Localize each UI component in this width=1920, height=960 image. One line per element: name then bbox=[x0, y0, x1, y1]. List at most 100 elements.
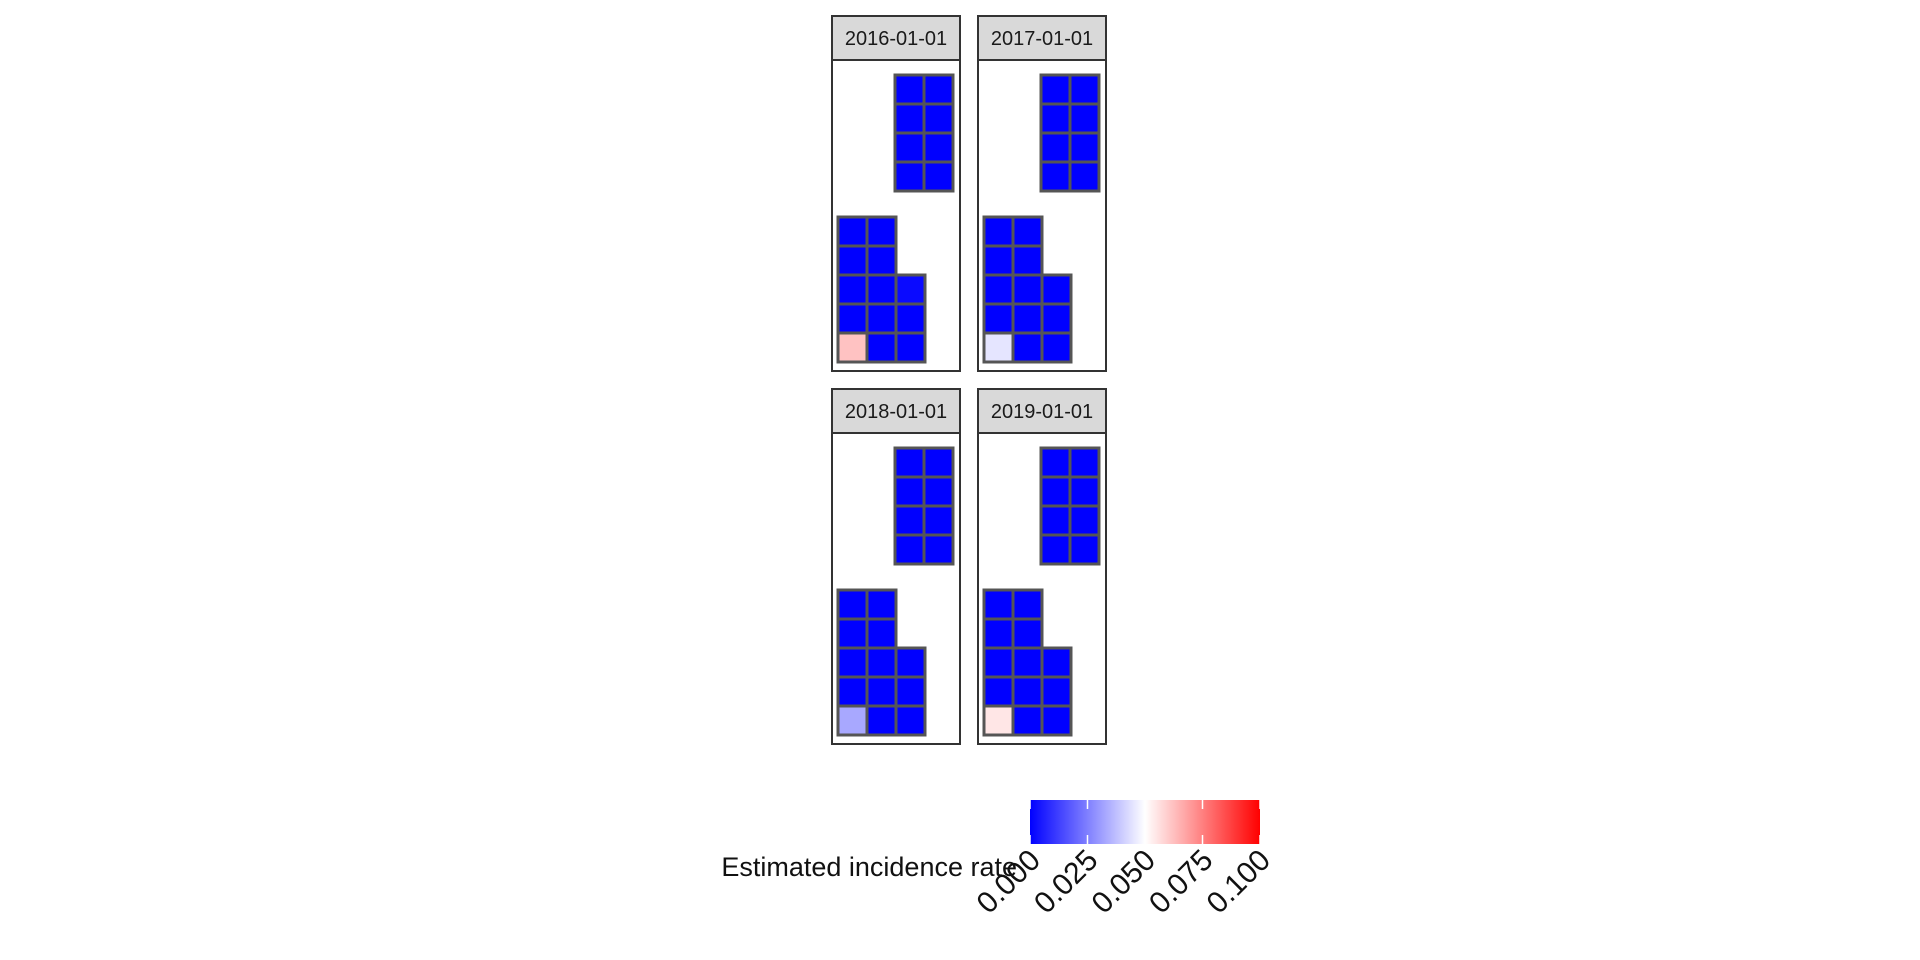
facet-strip bbox=[831, 15, 961, 61]
heatmap-tile-top bbox=[1039, 73, 1072, 106]
heatmap-tile-top bbox=[1068, 131, 1101, 164]
heatmap-tile-top bbox=[1039, 504, 1072, 537]
heatmap-tile-bottom bbox=[1011, 331, 1044, 364]
heatmap-tile-top bbox=[893, 73, 926, 106]
heatmap-tile-top bbox=[893, 533, 926, 566]
heatmap-tile-bottom bbox=[894, 675, 927, 708]
heatmap-tile-top bbox=[893, 446, 926, 479]
heatmap-tile-bottom bbox=[836, 704, 869, 737]
heatmap-tile-bottom bbox=[982, 646, 1015, 679]
heatmap-tile-bottom bbox=[1011, 704, 1044, 737]
legend-title: Estimated incidence rate bbox=[721, 852, 1017, 882]
heatmap-tile-bottom bbox=[982, 302, 1015, 335]
heatmap-tile-top bbox=[893, 131, 926, 164]
colorbar-tick-label: 0.100 bbox=[1201, 844, 1277, 920]
heatmap-tile-top bbox=[1039, 102, 1072, 135]
heatmap-tile-bottom bbox=[982, 675, 1015, 708]
heatmap-tile-bottom bbox=[1011, 675, 1044, 708]
heatmap-tile-bottom bbox=[1011, 617, 1044, 650]
heatmap-tile-top bbox=[1068, 102, 1101, 135]
colorbar-tick-label: 0.025 bbox=[1028, 844, 1104, 920]
heatmap-tile-bottom bbox=[836, 646, 869, 679]
heatmap-tile-top bbox=[922, 533, 955, 566]
heatmap-tile-bottom bbox=[865, 331, 898, 364]
facet-strip-label: 2016-01-01 bbox=[845, 28, 947, 50]
heatmap-tile-bottom bbox=[865, 675, 898, 708]
heatmap-tile-bottom bbox=[865, 215, 898, 248]
heatmap-tile-bottom bbox=[836, 675, 869, 708]
heatmap-tile-bottom bbox=[1040, 273, 1073, 306]
heatmap-tile-bottom bbox=[865, 302, 898, 335]
heatmap-tile-bottom bbox=[894, 331, 927, 364]
heatmap-tile-top bbox=[1068, 160, 1101, 193]
colorbar-legend: Estimated incidence rate 0.0000.0250.050… bbox=[721, 800, 1277, 920]
heatmap-tile-bottom bbox=[865, 646, 898, 679]
heatmap-tile-bottom bbox=[865, 617, 898, 650]
heatmap-tile-top bbox=[1068, 475, 1101, 508]
heatmap-tile-top bbox=[1068, 73, 1101, 106]
heatmap-tile-bottom bbox=[836, 244, 869, 277]
heatmap-tile-bottom bbox=[894, 273, 927, 306]
heatmap-tile-bottom bbox=[865, 273, 898, 306]
heatmap-tile-bottom bbox=[894, 302, 927, 335]
heatmap-tile-bottom bbox=[865, 704, 898, 737]
facet-panel: 2017-01-01 bbox=[977, 15, 1107, 372]
heatmap-tile-top bbox=[1068, 446, 1101, 479]
heatmap-tile-bottom bbox=[1011, 302, 1044, 335]
heatmap-tile-bottom bbox=[982, 215, 1015, 248]
heatmap-tile-bottom bbox=[836, 302, 869, 335]
heatmap-tile-top bbox=[1039, 533, 1072, 566]
heatmap-tile-bottom bbox=[1040, 646, 1073, 679]
heatmap-tile-bottom bbox=[1040, 675, 1073, 708]
heatmap-tile-top bbox=[1039, 446, 1072, 479]
heatmap-tile-top bbox=[1039, 160, 1072, 193]
heatmap-tile-bottom bbox=[1011, 646, 1044, 679]
heatmap-tile-top bbox=[893, 102, 926, 135]
heatmap-tile-bottom bbox=[1011, 273, 1044, 306]
heatmap-tile-top bbox=[893, 475, 926, 508]
heatmap-tile-bottom bbox=[982, 617, 1015, 650]
heatmap-tile-top bbox=[922, 475, 955, 508]
heatmap-tile-top bbox=[1039, 475, 1072, 508]
heatmap-tile-bottom bbox=[982, 244, 1015, 277]
facet-panel: 2016-01-01 bbox=[831, 15, 961, 372]
facet-strip-label: 2017-01-01 bbox=[991, 28, 1093, 50]
heatmap-tile-bottom bbox=[894, 646, 927, 679]
heatmap-tile-top bbox=[922, 160, 955, 193]
heatmap-tile-bottom bbox=[894, 704, 927, 737]
heatmap-tile-bottom bbox=[1011, 215, 1044, 248]
heatmap-tile-bottom bbox=[982, 588, 1015, 621]
colorbar-tick-label: 0.075 bbox=[1143, 844, 1219, 920]
heatmap-tile-top bbox=[922, 504, 955, 537]
heatmap-tile-bottom bbox=[836, 617, 869, 650]
colorbar-ticks bbox=[1029, 800, 1261, 844]
heatmap-tile-top bbox=[893, 160, 926, 193]
heatmap-tile-top bbox=[922, 102, 955, 135]
facet-strip-label: 2019-01-01 bbox=[991, 401, 1093, 423]
heatmap-tile-top bbox=[1068, 533, 1101, 566]
heatmap-tile-bottom bbox=[836, 273, 869, 306]
heatmap-tile-bottom bbox=[836, 331, 869, 364]
heatmap-tile-bottom bbox=[982, 704, 1015, 737]
heatmap-tile-bottom bbox=[1011, 244, 1044, 277]
facet-panels: 2016-01-01 2017-01-01 2018-01-01 2019-01-01 bbox=[831, 15, 1107, 745]
heatmap-tile-bottom bbox=[1011, 588, 1044, 621]
heatmap-tile-bottom bbox=[1040, 302, 1073, 335]
facet-panel: 2018-01-01 bbox=[831, 388, 961, 745]
facet-panel: 2019-01-01 bbox=[977, 388, 1107, 745]
heatmap-tile-bottom bbox=[865, 244, 898, 277]
heatmap-tile-bottom bbox=[836, 588, 869, 621]
heatmap-tile-bottom bbox=[865, 588, 898, 621]
heatmap-tile-top bbox=[1039, 131, 1072, 164]
heatmap-tile-bottom bbox=[836, 215, 869, 248]
heatmap-tile-bottom bbox=[982, 331, 1015, 364]
heatmap-tile-bottom bbox=[982, 273, 1015, 306]
heatmap-tile-bottom bbox=[1040, 704, 1073, 737]
heatmap-tile-top bbox=[922, 131, 955, 164]
colorbar-tick-label: 0.050 bbox=[1086, 844, 1162, 920]
heatmap-tile-top bbox=[922, 73, 955, 106]
heatmap-tile-top bbox=[893, 504, 926, 537]
heatmap-tile-bottom bbox=[1040, 331, 1073, 364]
